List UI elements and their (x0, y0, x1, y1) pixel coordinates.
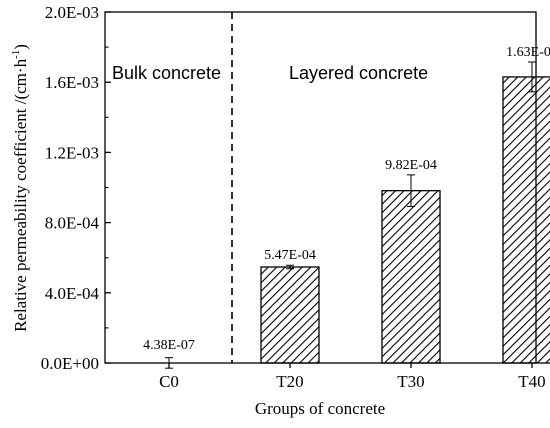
x-tick-label-t30: T30 (397, 372, 424, 391)
bar-t40 (502, 76, 550, 364)
error-bars-layer (165, 61, 536, 369)
labels-layer: 4.38E-07 C0 5.47E-04 T20 9.82E-04 T30 1.63E-03… (41, 3, 550, 391)
y-axis-title-end: ) (11, 44, 30, 50)
y-tick-label-2: 8.0E-04 (45, 214, 100, 233)
x-tick-label-t20: T20 (276, 372, 303, 391)
x-tick-label-t40: T40 (518, 372, 545, 391)
data-label-t30: 9.82E-04 (385, 158, 437, 173)
data-label-t40: 1.63E-03 (506, 45, 550, 60)
y-tick-label-4: 1.6E-03 (45, 73, 99, 92)
bars-layer (260, 76, 550, 364)
ticks-layer (105, 11, 533, 368)
x-axis-title: Groups of concrete (255, 399, 385, 418)
y-tick-label-3: 1.2E-03 (45, 143, 99, 162)
y-axis-title: Relative permeability coefficient /(cm·h… (10, 44, 30, 332)
bar-t30 (381, 190, 441, 364)
x-tick-label-c0: C0 (159, 372, 179, 391)
y-tick-label-1: 4.0E-04 (45, 284, 100, 303)
y-tick-label-0: 0.0E+00 (41, 354, 99, 373)
annotation-bulk-concrete: Bulk concrete (112, 63, 221, 83)
data-label-c0: 4.38E-07 (143, 338, 195, 353)
bar-t20 (260, 266, 320, 364)
y-axis-title-main: Relative permeability coefficient /(cm·h (11, 58, 30, 331)
y-axis-title-superscript: -1 (10, 50, 22, 59)
annotation-layered-concrete: Layered concrete (289, 63, 428, 83)
y-tick-label-5: 2.0E-03 (45, 3, 99, 22)
data-label-t20: 5.47E-04 (264, 248, 316, 263)
